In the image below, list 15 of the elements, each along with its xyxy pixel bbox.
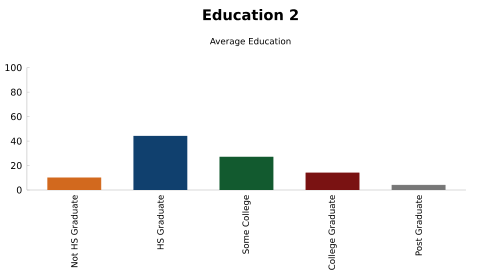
y-tick-label: 60 [11,112,22,120]
bar [392,184,446,190]
chart-title: Education 2 [203,8,298,20]
x-tick-label: Some College [242,195,251,254]
x-tick-label: Not HS Graduate [70,195,78,267]
x-tick-label: College Graduate [328,195,337,270]
y-tick-label: 100 [5,64,22,71]
y-tick-label: 0 [16,186,22,194]
y-tick-label: 80 [10,88,22,96]
bar [219,156,274,190]
y-tick-label: 20 [11,162,22,169]
x-tick-label: Post Graduate [415,195,422,256]
y-tick-label: 40 [10,137,22,144]
x-tick-label: HS Graduate [157,195,164,249]
chart-subtitle: Average Education [210,38,290,46]
